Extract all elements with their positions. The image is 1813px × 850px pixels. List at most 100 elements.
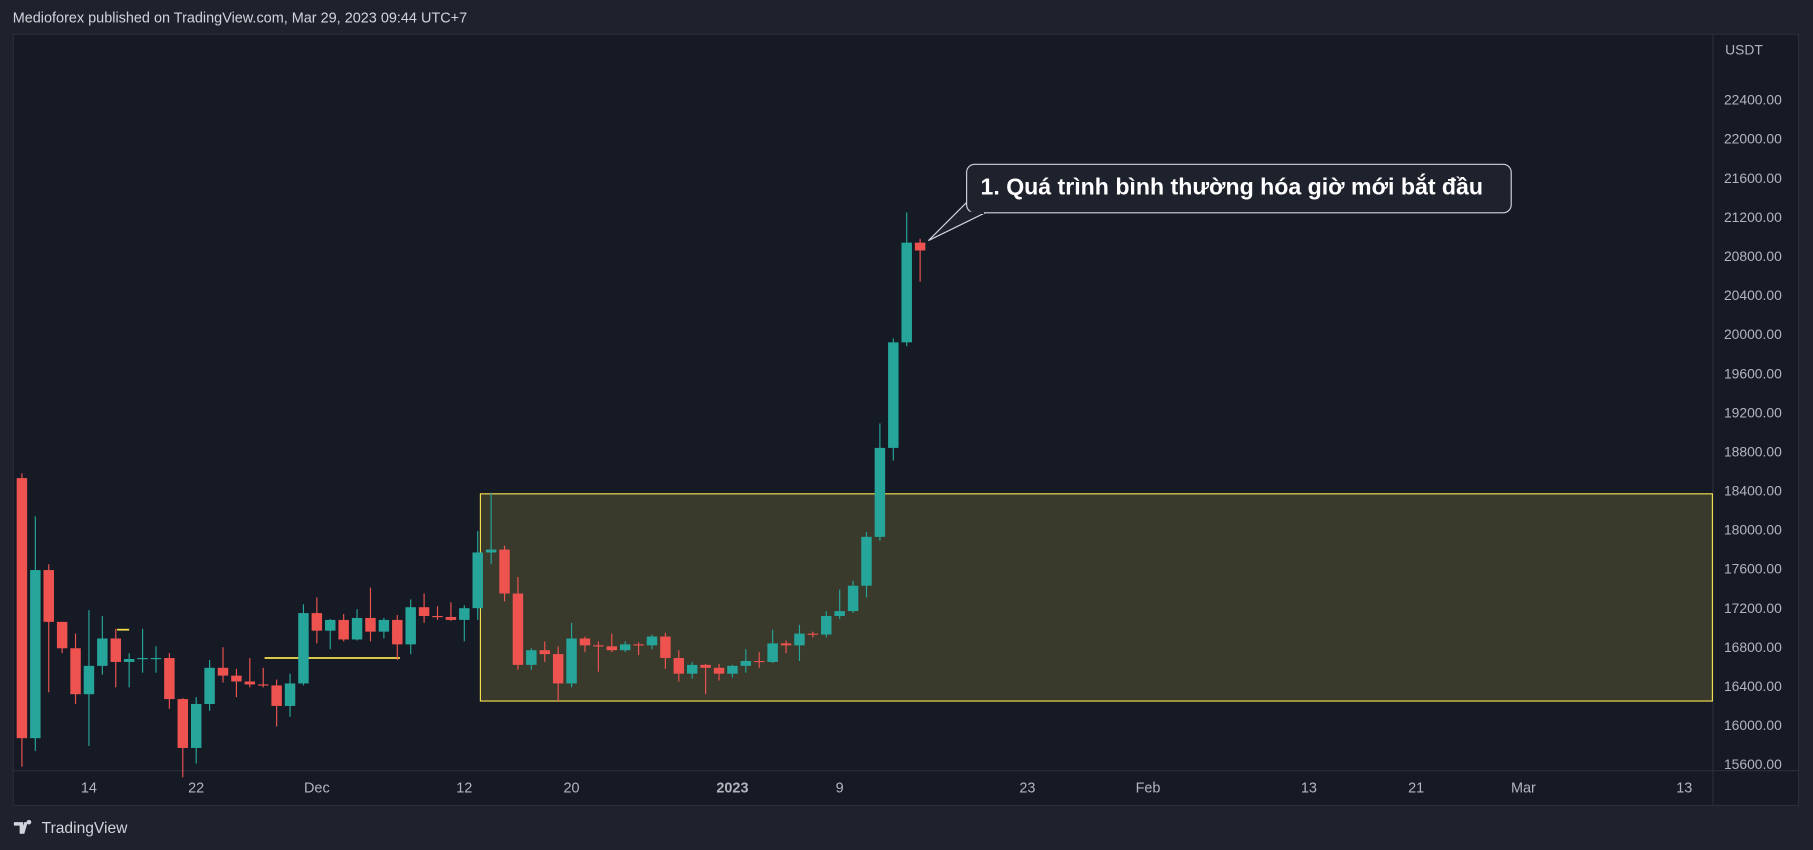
candle-body (43, 570, 54, 622)
y-tick-label: 15600.00 (1724, 756, 1782, 772)
candle-body (874, 447, 886, 537)
x-tick-label: Dec (304, 780, 330, 796)
candle-body (499, 549, 510, 594)
x-tick-label: Mar (1511, 780, 1536, 796)
candle-body (727, 665, 738, 674)
annotation-text: 1. Quá trình bình thường hóa giờ mới bắt… (981, 173, 1484, 200)
candle-body (432, 616, 443, 618)
x-tick-label: 21 (1408, 780, 1424, 796)
candle-body (110, 638, 121, 662)
header: Medioforex published on TradingView.com,… (13, 10, 467, 26)
candle-body (767, 643, 778, 662)
x-tick-label: 22 (188, 780, 204, 796)
candle-body (311, 613, 323, 631)
candle-body (137, 658, 148, 660)
candle-body (700, 664, 711, 668)
candle-body (713, 667, 725, 674)
y-tick-label: 18800.00 (1724, 443, 1782, 459)
candle-body (673, 658, 685, 674)
x-tick-label: 23 (1019, 780, 1035, 796)
y-tick-label: 21200.00 (1724, 209, 1782, 225)
x-tick-label: 9 (836, 780, 844, 796)
candle-body (526, 650, 537, 665)
candle-body (633, 644, 644, 646)
candle-body (97, 638, 108, 666)
candle-body (566, 638, 577, 684)
y-tick-label: 21600.00 (1724, 170, 1782, 186)
currency-label: USDT (1725, 42, 1763, 58)
candle-body (231, 675, 242, 682)
candle-body (901, 242, 912, 343)
y-tick-label: 16400.00 (1724, 678, 1782, 694)
candle-body (325, 619, 336, 631)
candle-body (754, 660, 765, 663)
candle-body (660, 636, 671, 659)
logo-icon (13, 819, 32, 834)
plot (16, 212, 1713, 778)
candle-body (83, 665, 95, 695)
candle-body (834, 611, 845, 617)
x-tick-label: 20 (564, 780, 580, 796)
candle-body (351, 617, 363, 640)
candle-body (821, 616, 832, 635)
y-tick-label: 22000.00 (1724, 131, 1782, 147)
candle-body (606, 646, 618, 651)
candle-body (472, 552, 483, 609)
y-tick-label: 17200.00 (1724, 600, 1782, 616)
candle-body (244, 681, 256, 685)
candle-body (847, 585, 859, 612)
x-tick-label: 13 (1301, 780, 1317, 796)
candle-body (365, 617, 376, 632)
x-tick-label: 2023 (716, 780, 748, 796)
y-tick-label: 22400.00 (1724, 92, 1782, 108)
y-tick-label: 20800.00 (1724, 248, 1782, 264)
candle-body (271, 685, 282, 706)
x-tick-label: 12 (456, 780, 472, 796)
candle-body (593, 645, 604, 647)
candle-body (794, 633, 805, 646)
candle-body (888, 342, 899, 448)
candle-body (56, 621, 68, 649)
candle-body (405, 607, 416, 645)
candle-body (646, 636, 658, 646)
candle-body (164, 658, 175, 700)
candle-body (807, 633, 819, 635)
candle-body (914, 242, 926, 251)
candle-body (177, 699, 189, 748)
candle-body (204, 667, 215, 704)
candle-body (485, 549, 497, 553)
x-tick-label: Feb (1136, 780, 1161, 796)
candle-body (861, 536, 872, 586)
y-tick-label: 16800.00 (1724, 639, 1782, 655)
candle-body (459, 608, 470, 620)
candle-body (338, 619, 349, 640)
candle-body (257, 684, 269, 686)
zone (479, 493, 1713, 702)
y-tick-label: 17600.00 (1724, 561, 1782, 577)
y-tick-label: 19600.00 (1724, 365, 1782, 381)
candle-body (579, 638, 591, 646)
candle-body (70, 648, 81, 695)
candle-body (512, 593, 524, 665)
x-tick-label: 14 (81, 780, 97, 796)
candle-body (150, 658, 162, 660)
annotation-box (966, 163, 1512, 214)
candle-body (16, 478, 28, 739)
y-tick-label: 20000.00 (1724, 326, 1782, 342)
y-tick-label: 18400.00 (1724, 483, 1782, 499)
candle-body (418, 607, 430, 617)
annotation: 1. Quá trình bình thường hóa giờ mới bắt… (928, 163, 1512, 242)
y-tick-label: 18000.00 (1724, 522, 1782, 538)
y-tick-label: 20400.00 (1724, 287, 1782, 303)
candle-body (539, 650, 550, 655)
candle-body (392, 619, 403, 645)
chart-frame (12, 33, 1800, 806)
y-tick-label: 16000.00 (1724, 717, 1782, 733)
candle-body (217, 667, 229, 676)
candle-body (619, 644, 631, 651)
candle-body (123, 659, 135, 662)
candle-body (30, 570, 41, 739)
candle-body (552, 654, 564, 684)
candle-body (780, 643, 792, 646)
candle-body (284, 683, 296, 706)
